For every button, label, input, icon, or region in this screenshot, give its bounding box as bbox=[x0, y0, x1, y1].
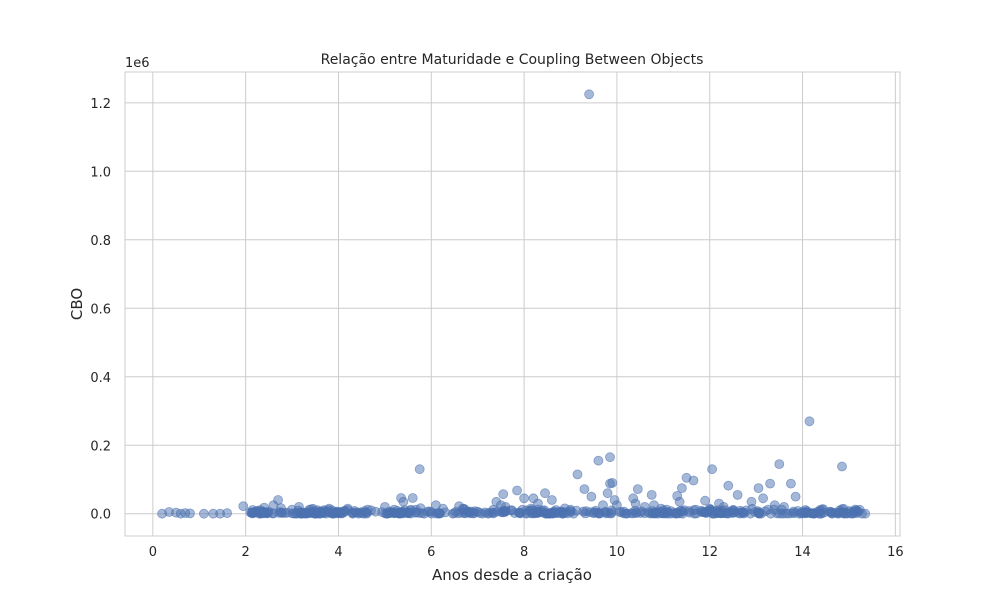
data-point bbox=[765, 478, 775, 489]
data-point bbox=[246, 508, 257, 518]
data-point bbox=[222, 508, 233, 518]
chart-title: Relação entre Maturidade e Coupling Betw… bbox=[321, 52, 704, 68]
x-axis-label: Anos desde a criação bbox=[432, 566, 592, 584]
data-point bbox=[622, 508, 632, 519]
data-point bbox=[783, 508, 794, 519]
x-tick-label: 4 bbox=[334, 545, 342, 560]
data-point bbox=[273, 495, 284, 505]
data-point bbox=[512, 485, 522, 496]
y-tick-label: 0.0 bbox=[90, 508, 111, 523]
x-tick-label: 2 bbox=[242, 545, 250, 560]
data-point bbox=[688, 475, 699, 486]
data-point bbox=[723, 508, 733, 519]
data-point bbox=[185, 508, 195, 519]
data-point bbox=[483, 508, 494, 519]
data-point bbox=[315, 506, 326, 517]
data-point bbox=[593, 455, 604, 466]
x-tick-label: 16 bbox=[887, 545, 904, 560]
x-tick-labels: 0 2 4 6 8 10 12 14 16 bbox=[149, 545, 904, 560]
y-tick-label: 0.4 bbox=[90, 371, 111, 386]
data-point bbox=[546, 508, 556, 518]
data-point bbox=[579, 484, 590, 495]
x-tick-label: 14 bbox=[794, 545, 811, 560]
data-point bbox=[434, 508, 444, 519]
data-point bbox=[786, 478, 796, 489]
y-tick-label: 1.2 bbox=[90, 97, 111, 112]
data-point bbox=[703, 506, 714, 517]
data-point bbox=[774, 459, 785, 470]
x-tick-label: 12 bbox=[701, 545, 718, 560]
data-point bbox=[738, 508, 749, 519]
data-point bbox=[732, 489, 743, 500]
data-point bbox=[632, 484, 643, 495]
data-point bbox=[398, 496, 409, 507]
data-point bbox=[671, 507, 682, 518]
y-tick-label: 0.8 bbox=[90, 234, 111, 249]
data-point bbox=[804, 416, 815, 427]
data-point bbox=[407, 493, 418, 503]
data-point bbox=[296, 508, 307, 519]
data-point bbox=[383, 508, 394, 519]
data-point bbox=[396, 508, 407, 518]
data-point bbox=[607, 477, 618, 488]
data-point bbox=[772, 508, 782, 519]
y-tick-label: 0.2 bbox=[90, 439, 111, 454]
data-point bbox=[753, 483, 764, 494]
data-point bbox=[519, 493, 529, 504]
data-point bbox=[758, 493, 768, 504]
x-tick-label: 8 bbox=[520, 545, 528, 560]
data-point bbox=[572, 469, 583, 480]
data-point bbox=[647, 506, 658, 516]
data-point bbox=[756, 508, 767, 519]
data-point bbox=[723, 480, 734, 491]
data-point bbox=[790, 491, 801, 502]
x-tick-label: 0 bbox=[149, 545, 157, 560]
data-point bbox=[258, 506, 268, 517]
data-points bbox=[157, 89, 871, 519]
data-point bbox=[498, 489, 509, 500]
data-point bbox=[339, 507, 350, 518]
data-point bbox=[839, 508, 849, 519]
data-point bbox=[584, 89, 594, 100]
data-point bbox=[414, 464, 425, 475]
data-point bbox=[646, 489, 657, 500]
data-point bbox=[601, 508, 611, 519]
y-tick-labels: 0.0 0.2 0.4 0.6 0.8 1.0 1.2 bbox=[90, 97, 111, 523]
data-point bbox=[605, 452, 615, 463]
data-point bbox=[747, 503, 758, 514]
data-point bbox=[358, 508, 369, 519]
data-point bbox=[238, 501, 249, 512]
data-point bbox=[850, 504, 861, 515]
data-point bbox=[700, 495, 710, 506]
data-point bbox=[540, 488, 550, 499]
data-point bbox=[837, 461, 847, 472]
data-point bbox=[707, 464, 717, 475]
data-point bbox=[581, 506, 592, 517]
x-tick-label: 6 bbox=[427, 545, 435, 560]
data-point bbox=[326, 508, 337, 518]
data-point bbox=[565, 506, 576, 516]
y-tick-label: 1.0 bbox=[90, 165, 111, 180]
data-point bbox=[468, 507, 479, 518]
y-axis-label: CBO bbox=[68, 288, 86, 320]
x-tick-label: 10 bbox=[609, 545, 626, 560]
data-point bbox=[586, 491, 597, 502]
data-point bbox=[500, 506, 511, 517]
data-point bbox=[411, 507, 422, 518]
data-point bbox=[592, 507, 603, 518]
data-point bbox=[814, 506, 825, 517]
data-point bbox=[636, 506, 647, 517]
data-point bbox=[277, 508, 288, 518]
y-tick-label: 0.6 bbox=[90, 302, 111, 317]
data-point bbox=[677, 483, 687, 494]
data-point bbox=[514, 507, 524, 518]
data-point bbox=[198, 508, 209, 519]
data-point bbox=[806, 508, 817, 519]
data-point bbox=[674, 496, 685, 507]
data-point bbox=[547, 495, 557, 505]
data-point bbox=[602, 488, 613, 499]
plot-frame bbox=[124, 71, 901, 537]
y-offset-label: 1e6 bbox=[125, 56, 150, 71]
